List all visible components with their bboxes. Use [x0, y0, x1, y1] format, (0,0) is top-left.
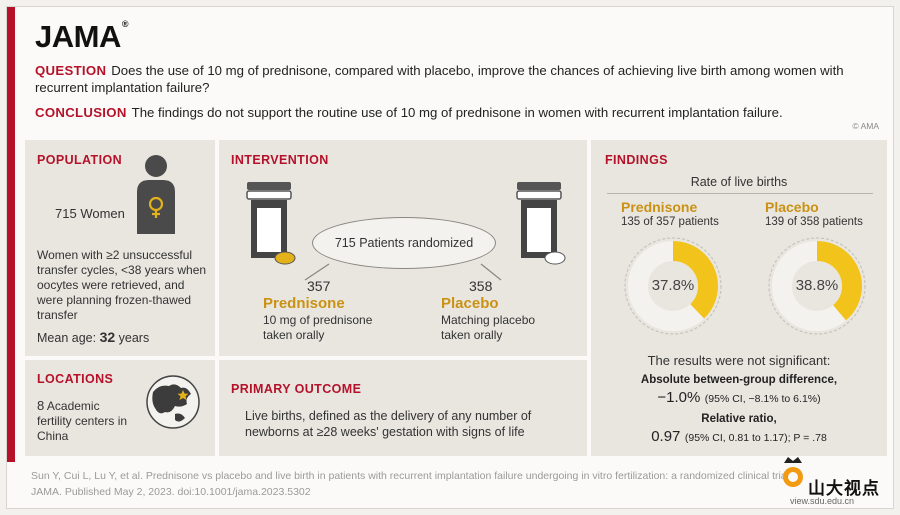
accent-bar	[7, 7, 15, 462]
abs-diff-label: Absolute between-group difference,	[640, 374, 838, 386]
findings-panel: FINDINGS Rate of live births Prednisone …	[591, 140, 887, 456]
primary-outcome-panel: PRIMARY OUTCOME Live births, defined as …	[219, 360, 587, 456]
copyright: © AMA	[852, 121, 879, 131]
abs-diff-value: −1.0%	[657, 389, 701, 406]
mean-age: Mean age: 32 years	[37, 330, 149, 346]
prednisone-bottle-icon	[246, 182, 296, 265]
citation-line-1: Sun Y, Cui L, Lu Y, et al. Prednisone vs…	[31, 470, 792, 482]
placebo-group-count: 139 of 358 patients	[765, 216, 863, 228]
women-count: 715	[55, 206, 77, 221]
conclusion-text: The findings do not support the routine …	[131, 105, 783, 120]
logo-trademark: ®	[121, 19, 129, 29]
relative-ratio-value: 0.97	[651, 428, 681, 445]
intervention-title: INTERVENTION	[231, 153, 329, 167]
prednisone-donut-arc	[628, 241, 718, 331]
relative-ratio-label: Relative ratio,	[701, 413, 777, 425]
abs-diff-ci: (95% CI, −8.1% to 6.1%)	[704, 393, 821, 405]
randomized-oval	[312, 217, 496, 269]
population-count: 715 Women	[55, 206, 125, 221]
globe-icon	[146, 375, 200, 429]
citation: Sun Y, Cui L, Lu Y, et al. Prednisone vs…	[31, 468, 811, 500]
placebo-donut-chart	[768, 237, 866, 335]
placebo-n: 358	[469, 278, 493, 294]
population-description: Women with ≥2 unsuccessful transfer cycl…	[37, 248, 207, 322]
watermark-logo-icon	[783, 457, 803, 487]
jama-logo: JAMA®	[35, 19, 128, 55]
locations-title: LOCATIONS	[37, 372, 114, 386]
citation-line-2: JAMA. Published May 2, 2023. doi:10.1001…	[31, 486, 311, 498]
not-significant-text: The results were not significant:	[647, 353, 831, 368]
prednisone-group-name: Prednisone	[621, 199, 698, 215]
placebo-group-name: Placebo	[765, 199, 819, 215]
randomized-count: 715	[334, 236, 356, 250]
placebo-arm-route: taken orally	[441, 328, 503, 342]
prednisone-donut-chart	[624, 237, 722, 335]
population-title: POPULATION	[37, 153, 123, 167]
question-label: QUESTION	[35, 63, 107, 78]
primary-outcome-title: PRIMARY OUTCOME	[231, 382, 362, 396]
prednisone-arm-dose: 10 mg of prednisone	[263, 313, 373, 327]
population-panel: POPULATION 715 Women Women with ≥2 unsuc…	[25, 140, 215, 356]
conclusion: CONCLUSION The findings do not support th…	[35, 104, 865, 121]
mean-age-unit: years	[118, 331, 150, 345]
rate-label: Rate of live births	[690, 175, 788, 189]
prednisone-arm-route: taken orally	[263, 328, 325, 342]
woman-icon	[137, 155, 175, 234]
relative-ratio: 0.97 (95% CI, 0.81 to 1.17); P = .78	[591, 428, 887, 446]
locations-description: 8 Academic fertility centers in China	[37, 398, 137, 444]
randomized-text: Patients randomized	[359, 236, 474, 250]
primary-outcome-description: Live births, defined as the delivery of …	[245, 409, 532, 439]
placebo-bottle-icon	[516, 182, 566, 265]
placebo-percent: 38.8%	[795, 277, 839, 294]
locations-text: Academic fertility centers in China	[37, 399, 128, 443]
question-text: Does the use of 10 mg of prednisone, com…	[35, 63, 844, 95]
prednisone-group-count: 135 of 357 patients	[621, 216, 719, 228]
placebo-donut-arc	[772, 241, 862, 331]
mean-age-label: Mean age:	[37, 331, 97, 345]
placebo-arm-name: Placebo	[441, 295, 499, 312]
prednisone-percent: 37.8%	[651, 277, 695, 294]
watermark-url: view.sdu.edu.cn	[790, 496, 855, 506]
abs-diff: −1.0% (95% CI, −8.1% to 6.1%)	[591, 389, 887, 407]
rate-divider	[607, 193, 873, 194]
question: QUESTION Does the use of 10 mg of prednis…	[35, 62, 855, 96]
randomization-lines	[304, 263, 502, 281]
randomized-label: 715 Patients randomized	[312, 236, 496, 250]
findings-title: FINDINGS	[605, 153, 668, 167]
visual-abstract-card: JAMA® QUESTION Does the use of 10 mg of p…	[6, 6, 894, 509]
logo-text: JAMA	[35, 19, 121, 54]
watermark-text: 山大视点	[808, 479, 880, 498]
prednisone-arm-name: Prednisone	[263, 295, 345, 312]
prednisone-n: 357	[307, 278, 331, 294]
conclusion-label: CONCLUSION	[35, 105, 127, 120]
women-label: Women	[80, 206, 125, 221]
locations-panel: LOCATIONS 8 Academic fertility centers i…	[25, 360, 215, 456]
locations-count: 8	[37, 398, 45, 413]
intervention-panel: INTERVENTION 715 Patients randomized 357…	[219, 140, 587, 356]
relative-ratio-ci: (95% CI, 0.81 to 1.17); P = .78	[684, 432, 827, 444]
mean-age-value: 32	[99, 329, 116, 345]
placebo-arm-dose: Matching placebo	[441, 313, 536, 327]
